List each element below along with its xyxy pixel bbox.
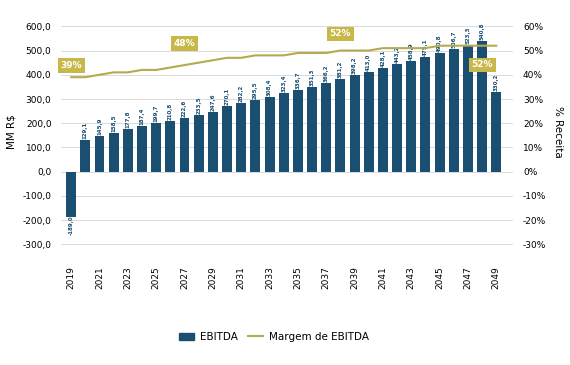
Text: 506,7: 506,7	[451, 30, 456, 48]
Bar	[95, 137, 104, 172]
Text: 443,2: 443,2	[394, 46, 400, 64]
Text: 458,9: 458,9	[409, 42, 414, 59]
Text: 210,8: 210,8	[168, 103, 173, 120]
Bar	[421, 57, 430, 172]
Bar	[109, 133, 119, 172]
Legend: EBITDA, Margem de EBITDA: EBITDA, Margem de EBITDA	[174, 328, 373, 346]
Bar	[321, 83, 331, 172]
Text: 295,5: 295,5	[253, 82, 258, 99]
Text: 52%: 52%	[471, 60, 493, 69]
Bar	[406, 61, 416, 172]
Bar	[491, 92, 501, 172]
Text: 158,5: 158,5	[111, 115, 116, 132]
Bar	[264, 97, 275, 172]
Text: 129,1: 129,1	[83, 122, 88, 139]
Bar	[250, 100, 260, 172]
Bar	[293, 90, 303, 172]
Bar	[208, 112, 218, 172]
Text: 351,3: 351,3	[310, 68, 315, 86]
Text: 39%: 39%	[60, 61, 82, 70]
Bar	[392, 64, 402, 172]
Bar	[66, 172, 76, 218]
Text: 381,2: 381,2	[338, 61, 343, 78]
Bar	[477, 41, 487, 172]
Text: -189,0: -189,0	[68, 215, 74, 235]
Text: 428,1: 428,1	[380, 50, 385, 67]
Text: 413,0: 413,0	[367, 53, 371, 71]
Text: 330,2: 330,2	[494, 73, 499, 91]
Text: 187,4: 187,4	[140, 108, 145, 125]
Text: 490,8: 490,8	[437, 34, 442, 52]
Bar	[123, 128, 133, 172]
Bar	[222, 106, 232, 172]
Text: 199,7: 199,7	[154, 105, 158, 122]
Bar	[180, 118, 189, 172]
Bar	[335, 79, 345, 172]
Text: 366,2: 366,2	[324, 65, 329, 82]
Text: 222,6: 222,6	[182, 100, 187, 117]
Bar	[279, 93, 288, 172]
Bar	[151, 123, 161, 172]
Text: 398,2: 398,2	[352, 57, 357, 74]
Text: 233,5: 233,5	[196, 97, 201, 114]
Text: 177,8: 177,8	[125, 110, 131, 128]
Bar	[307, 87, 317, 172]
Text: 475,1: 475,1	[423, 38, 428, 55]
Bar	[194, 115, 203, 172]
Text: 523,3: 523,3	[466, 26, 470, 44]
Y-axis label: MM R$: MM R$	[7, 114, 17, 149]
Bar	[137, 126, 147, 172]
Text: 247,6: 247,6	[210, 93, 215, 111]
Text: 282,2: 282,2	[239, 85, 244, 102]
Bar	[236, 103, 246, 172]
Bar	[165, 120, 176, 172]
Text: 270,1: 270,1	[225, 88, 230, 105]
Bar	[80, 141, 90, 172]
Text: 48%: 48%	[174, 39, 196, 48]
Bar	[349, 75, 360, 172]
Text: 52%: 52%	[329, 30, 351, 38]
Bar	[463, 45, 473, 172]
Text: 323,4: 323,4	[281, 75, 286, 92]
Text: 336,7: 336,7	[295, 72, 300, 89]
Y-axis label: % Receita: % Receita	[553, 106, 563, 158]
Bar	[449, 49, 459, 172]
Bar	[364, 72, 374, 172]
Text: 540,8: 540,8	[479, 22, 484, 40]
Text: 308,4: 308,4	[267, 78, 272, 96]
Text: 145,9: 145,9	[97, 118, 102, 135]
Bar	[435, 53, 445, 172]
Bar	[378, 68, 388, 172]
